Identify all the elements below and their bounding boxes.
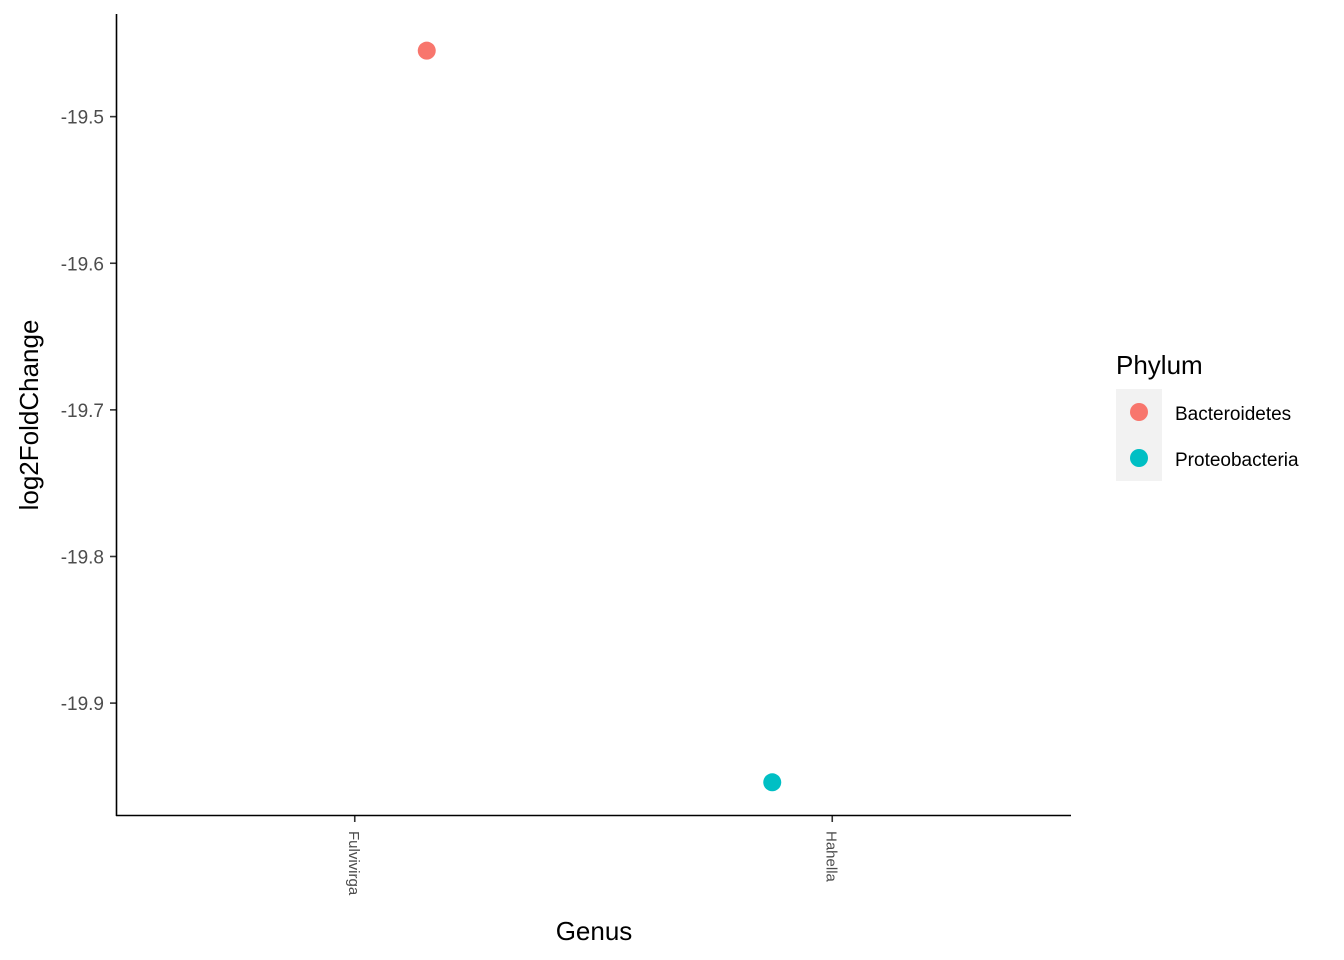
legend-key-icon — [1130, 403, 1148, 421]
legend-key-icon — [1130, 449, 1148, 467]
y-axis-ticks: -19.5 -19.6 -19.7 -19.8 -19.9 — [61, 108, 116, 715]
legend-label: Bacteroidetes — [1175, 404, 1291, 425]
x-tick-label: Hahella — [822, 831, 839, 883]
x-axis-title: Genus — [556, 916, 633, 946]
legend: Phylum Bacteroidetes Proteobacteria — [1116, 350, 1299, 481]
y-axis-title: log2FoldChange — [14, 320, 44, 511]
x-tick-label: Fulvivirga — [345, 831, 362, 896]
x-axis-ticks: Fulvivirga Hahella — [345, 816, 839, 896]
legend-title: Phylum — [1116, 350, 1203, 380]
legend-label: Proteobacteria — [1175, 450, 1299, 471]
y-tick-label: -19.7 — [61, 401, 104, 422]
y-tick-label: -19.9 — [61, 694, 104, 715]
data-point — [417, 41, 436, 60]
data-points — [417, 41, 782, 792]
y-tick-label: -19.6 — [61, 254, 104, 275]
y-tick-label: -19.8 — [61, 547, 104, 568]
y-tick-label: -19.5 — [61, 108, 104, 129]
legend-key-background — [1116, 389, 1162, 481]
data-point — [763, 773, 782, 792]
